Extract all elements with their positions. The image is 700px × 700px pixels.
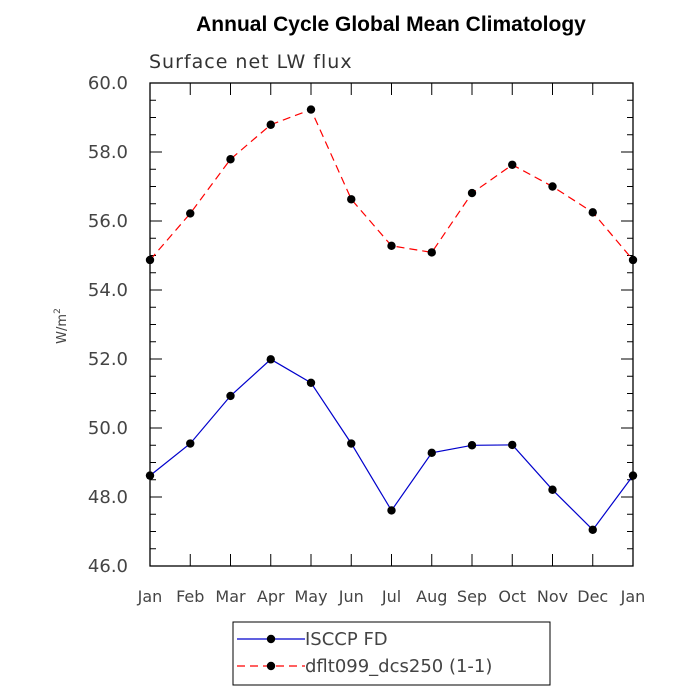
y-axis-label-superscript: 2 xyxy=(53,308,63,314)
legend-box xyxy=(232,621,551,686)
data-point xyxy=(588,208,597,217)
legend-label: ISCCP FD xyxy=(305,629,388,650)
legend-marker xyxy=(266,661,276,671)
x-tick-label: Oct xyxy=(498,587,526,606)
x-tick-label: Sep xyxy=(457,587,487,606)
y-tick-labels: 46.0 48.0 50.0 52.0 54.0 56.0 58.0 60.0 xyxy=(88,73,128,577)
data-point xyxy=(628,255,638,265)
y-tick-label: 56.0 xyxy=(88,211,128,232)
data-point xyxy=(387,241,396,251)
series-line xyxy=(149,358,634,531)
data-point xyxy=(347,195,356,204)
data-point xyxy=(186,439,195,448)
data-point xyxy=(427,248,436,257)
data-point xyxy=(145,255,155,265)
legend: ISCCP FD dflt099_dcs250 (1-1) xyxy=(232,621,551,686)
plot-axes xyxy=(149,82,634,567)
x-tick-label: Mar xyxy=(215,587,246,606)
plot-frame xyxy=(149,82,634,567)
y-tick-label: 60.0 xyxy=(88,73,128,94)
x-tick-labels: Jan Feb Mar Apr May Jun Jul Aug Sep Oct Nov Dec Jan xyxy=(137,587,646,606)
legend-label: dflt099_dcs250 (1-1) xyxy=(305,656,492,677)
data-point xyxy=(508,160,517,169)
y-tick-label: 58.0 xyxy=(88,142,128,163)
x-tick-label: Jul xyxy=(381,587,401,606)
data-point xyxy=(387,506,396,515)
series-line xyxy=(149,108,634,261)
x-tick-label: Jan xyxy=(137,587,163,606)
y-tick-label: 50.0 xyxy=(88,418,128,439)
data-point xyxy=(467,441,477,450)
data-point xyxy=(306,105,316,114)
y-axis-label: W/m2 xyxy=(53,308,70,344)
y-tick-label: 54.0 xyxy=(88,280,128,301)
data-point xyxy=(347,439,356,448)
x-tick-label: Jun xyxy=(338,587,364,606)
chart-title: Annual Cycle Global Mean Climatology xyxy=(196,13,586,36)
data-point xyxy=(145,471,155,480)
data-point xyxy=(306,378,316,388)
data-point xyxy=(548,182,557,191)
x-tick-label: Jan xyxy=(620,587,646,606)
y-tick-label: 52.0 xyxy=(88,349,128,370)
y-tick-label: 48.0 xyxy=(88,487,128,508)
data-point xyxy=(467,188,477,198)
x-tick-label: Feb xyxy=(176,587,204,606)
x-tick-label: Dec xyxy=(577,587,608,606)
data-point xyxy=(427,448,436,458)
data-point xyxy=(266,355,275,364)
data-point xyxy=(226,391,235,401)
data-point xyxy=(226,155,235,164)
x-tick-label: Nov xyxy=(537,587,568,606)
legend-marker xyxy=(266,634,276,644)
chart-subtitle: Surface net LW flux xyxy=(149,51,353,73)
data-point xyxy=(548,485,557,494)
series-1 xyxy=(145,355,638,534)
data-point xyxy=(508,440,517,450)
series-2 xyxy=(145,105,638,265)
data-point xyxy=(266,120,275,129)
data-point xyxy=(628,471,638,480)
x-tick-label: May xyxy=(294,587,327,606)
y-axis-label-text: W/m xyxy=(55,314,70,344)
data-point xyxy=(186,209,195,218)
x-tick-label: Aug xyxy=(416,587,447,606)
series-layer xyxy=(145,105,638,534)
y-tick-label: 46.0 xyxy=(88,556,128,577)
data-point xyxy=(588,525,597,534)
x-tick-label: Apr xyxy=(257,587,285,606)
